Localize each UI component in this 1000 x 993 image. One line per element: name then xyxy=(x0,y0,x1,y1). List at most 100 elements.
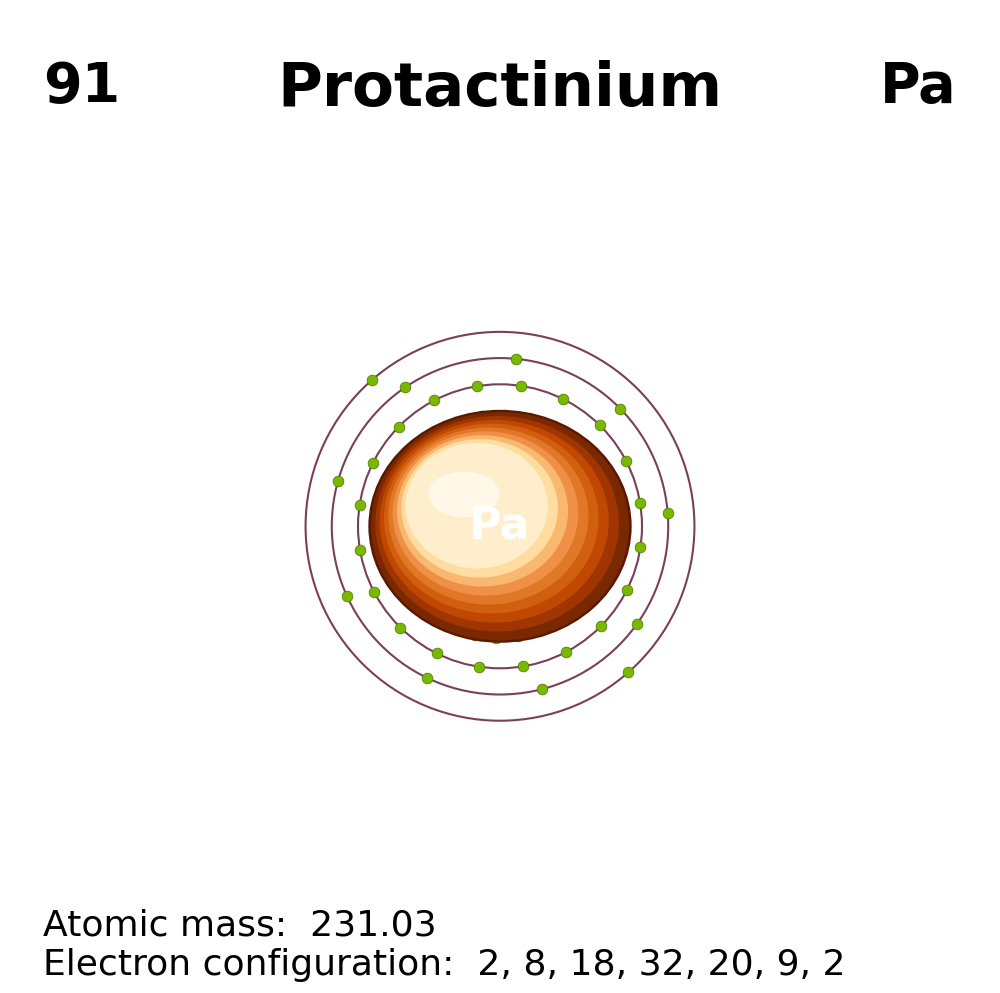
Point xyxy=(442,524,458,540)
Point xyxy=(618,453,634,469)
Point xyxy=(461,558,477,574)
Point xyxy=(568,600,584,616)
Text: Pa: Pa xyxy=(880,60,957,113)
Point xyxy=(515,658,531,674)
Point xyxy=(511,595,527,611)
Point xyxy=(467,627,483,642)
Point xyxy=(416,496,432,512)
Point xyxy=(429,472,445,488)
Text: Protactinium: Protactinium xyxy=(277,60,723,118)
Point xyxy=(555,391,571,407)
Point xyxy=(587,460,603,476)
Text: Electron configuration:  2, 8, 18, 32, 20, 9, 2: Electron configuration: 2, 8, 18, 32, 20… xyxy=(43,948,846,982)
Ellipse shape xyxy=(384,424,599,614)
Point xyxy=(339,588,355,604)
Point xyxy=(397,577,413,593)
Point xyxy=(492,542,508,558)
Ellipse shape xyxy=(388,428,588,605)
Point xyxy=(452,488,468,503)
Point xyxy=(433,424,449,440)
Point xyxy=(453,414,469,430)
Point xyxy=(471,658,487,674)
Point xyxy=(473,442,489,458)
Ellipse shape xyxy=(380,420,609,623)
Point xyxy=(532,549,548,565)
Point xyxy=(474,408,490,424)
Point xyxy=(397,379,413,395)
Point xyxy=(596,479,612,495)
Point xyxy=(620,664,636,680)
Point xyxy=(352,497,368,513)
Point xyxy=(603,522,619,538)
Point xyxy=(542,512,558,528)
Point xyxy=(496,407,512,423)
Ellipse shape xyxy=(406,443,548,569)
Point xyxy=(568,540,584,556)
Point xyxy=(510,629,526,644)
Point xyxy=(488,630,504,645)
Point xyxy=(416,437,432,453)
Point xyxy=(517,410,533,426)
Point xyxy=(555,565,571,581)
Point xyxy=(401,454,417,470)
Point xyxy=(602,500,618,516)
Text: 91: 91 xyxy=(43,60,120,113)
Text: Pa: Pa xyxy=(469,504,531,548)
Point xyxy=(557,428,573,444)
Point xyxy=(593,618,609,634)
Point xyxy=(538,417,554,433)
Point xyxy=(531,623,547,638)
Point xyxy=(660,505,676,521)
Point xyxy=(420,550,436,566)
Point xyxy=(564,487,580,502)
Ellipse shape xyxy=(397,435,568,587)
Point xyxy=(446,620,462,636)
Point xyxy=(492,495,508,510)
Ellipse shape xyxy=(401,439,558,578)
Point xyxy=(551,613,567,629)
Ellipse shape xyxy=(375,416,619,632)
Ellipse shape xyxy=(428,472,499,517)
Point xyxy=(414,523,430,539)
Point xyxy=(364,372,380,388)
Point xyxy=(486,469,502,485)
Point xyxy=(536,584,552,600)
Point xyxy=(383,494,399,509)
Point xyxy=(419,670,435,686)
Point xyxy=(549,464,565,480)
Point xyxy=(382,536,398,552)
Point xyxy=(593,564,609,580)
Point xyxy=(601,543,617,559)
Point xyxy=(508,351,524,366)
Point xyxy=(527,448,543,464)
Point xyxy=(483,597,499,613)
Point xyxy=(469,378,485,394)
Point xyxy=(427,609,443,625)
Point xyxy=(498,568,514,584)
Point xyxy=(558,644,574,660)
Point xyxy=(392,620,408,636)
Point xyxy=(523,479,539,495)
Point xyxy=(632,495,648,510)
Text: Atomic mass:  231.03: Atomic mass: 231.03 xyxy=(43,909,437,942)
Point xyxy=(429,645,445,661)
Point xyxy=(592,417,608,433)
Point xyxy=(435,573,451,589)
Point xyxy=(457,589,473,605)
Point xyxy=(583,583,599,599)
Point xyxy=(612,401,628,417)
Point xyxy=(391,473,407,489)
Point xyxy=(391,419,407,435)
Point xyxy=(411,595,427,611)
Ellipse shape xyxy=(393,431,578,596)
Point xyxy=(426,392,442,408)
Point xyxy=(619,582,635,598)
Point xyxy=(534,681,550,697)
Point xyxy=(388,558,404,574)
Point xyxy=(570,513,586,529)
Point xyxy=(352,542,368,558)
Point xyxy=(366,584,382,600)
Point xyxy=(330,473,346,489)
Point xyxy=(573,442,589,458)
Point xyxy=(629,617,645,633)
